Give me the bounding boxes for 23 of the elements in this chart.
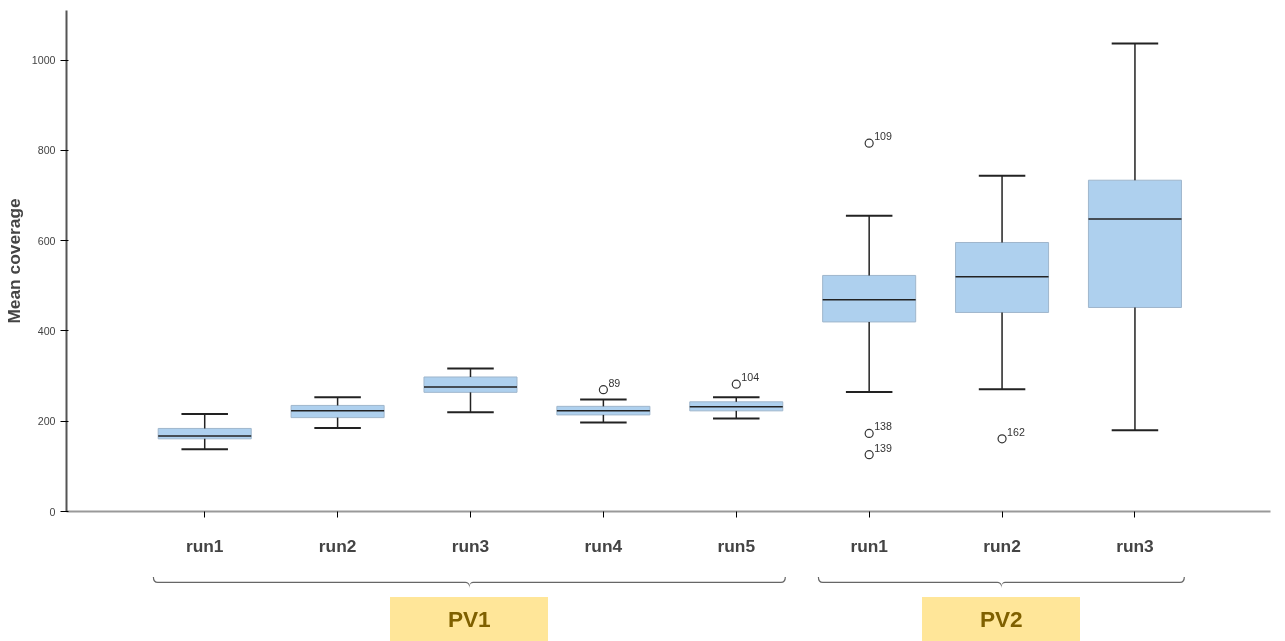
y-tick-label: 1000: [31, 54, 56, 67]
annotation: 138: [874, 420, 893, 433]
y-tick-label: 400: [37, 324, 56, 337]
text: PV1: [390, 597, 549, 641]
x-tick-label: run3: [1116, 535, 1155, 556]
x-tick-label: run2: [318, 535, 357, 556]
annotation: 104: [741, 371, 760, 384]
annotation: 89: [608, 376, 621, 389]
annotation: 162: [1007, 425, 1025, 438]
y-tick-label: 600: [37, 234, 56, 247]
text: PV2: [922, 597, 1081, 641]
y-tick-label: 0: [49, 505, 56, 518]
x-tick-label: run4: [584, 535, 623, 556]
x-tick-label: run3: [451, 535, 490, 556]
annotation: 139: [874, 441, 893, 454]
y-tick-label: 200: [37, 415, 56, 428]
y-axis-title: Mean coverage: [3, 198, 24, 324]
x-tick-label: run5: [717, 535, 756, 556]
x-tick-label: run1: [850, 535, 889, 556]
annotation: 109: [874, 130, 893, 143]
x-tick-label: run2: [983, 535, 1021, 556]
y-tick-label: 800: [37, 144, 56, 157]
x-tick-label: run1: [185, 535, 224, 556]
